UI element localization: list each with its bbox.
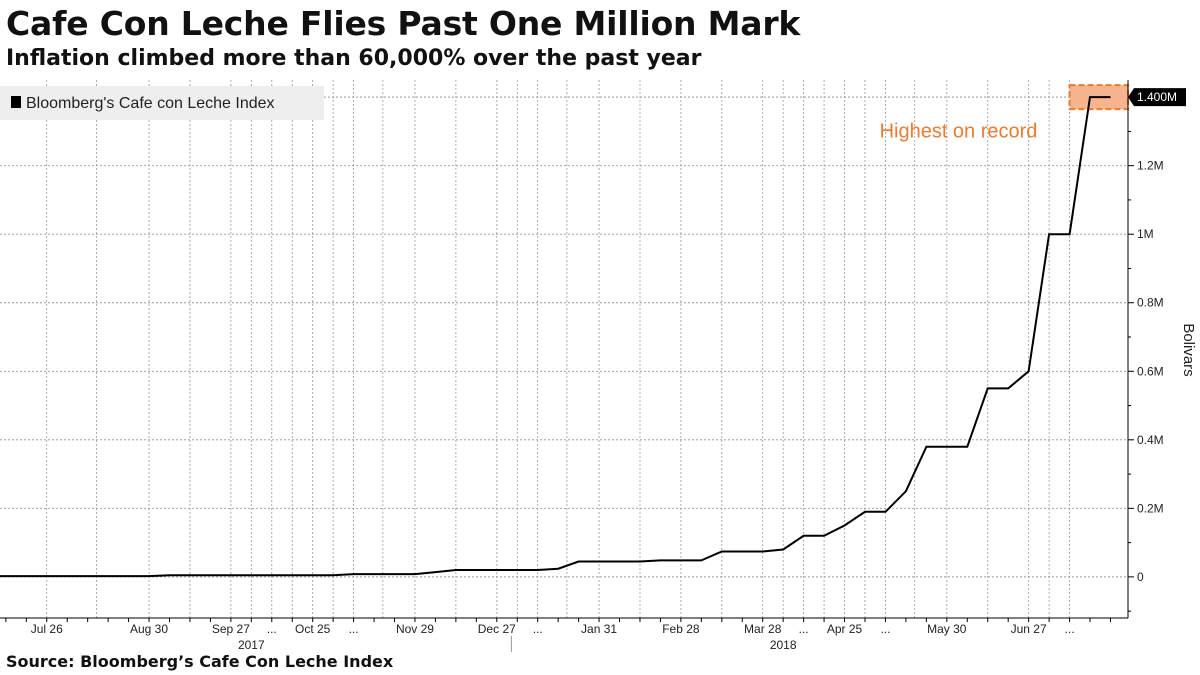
x-tick-label: Aug 30 <box>130 622 168 636</box>
x-tick-label: ... <box>1065 622 1075 636</box>
last-value-tag <box>1128 88 1186 107</box>
x-tick-label: ... <box>267 622 277 636</box>
legend-swatch <box>11 96 21 108</box>
x-tick-label: Jan 31 <box>581 622 617 636</box>
y-tick-label: 0.8M <box>1137 296 1164 310</box>
x-tick-label: Sep 27 <box>212 622 250 636</box>
annotation-highest-on-record: Highest on record <box>880 120 1038 142</box>
chart-title: Cafe Con Leche Flies Past One Million Ma… <box>6 4 801 43</box>
labels: 0 0.2M 0.4M 0.6M 0.8M 1M 1.2M 1.400M Jul 26 Aug 3… <box>31 88 1186 652</box>
series <box>0 96 1111 578</box>
x-tick-label: ... <box>533 622 543 636</box>
x-tick-label: Oct 25 <box>295 622 331 636</box>
y-tick-label: 1M <box>1137 227 1154 241</box>
x-year-label: 2018 <box>770 638 797 652</box>
legend-label: Bloomberg's Cafe con Leche Index <box>26 95 275 112</box>
x-tick-label: May 30 <box>927 622 967 636</box>
legend: Bloomberg's Cafe con Leche Index <box>0 86 324 120</box>
chart-subtitle: Inflation climbed more than 60,000% over… <box>6 46 702 71</box>
x-tick-label: Apr 25 <box>827 622 863 636</box>
y-axis-label: Bolivars <box>1180 323 1197 376</box>
y-tick-label: 0.2M <box>1137 501 1164 515</box>
x-tick-label: ... <box>799 622 809 636</box>
x-tick-label: Mar 28 <box>744 622 782 636</box>
source-note: Source: Bloomberg’s Cafe Con Leche Index <box>6 652 394 671</box>
x-year-label: 2017 <box>238 638 265 652</box>
grid <box>0 80 1128 618</box>
y-tick-label: 0 <box>1137 570 1144 584</box>
x-tick-label: ... <box>349 622 359 636</box>
x-tick-label: Nov 29 <box>396 622 434 636</box>
y-tick-label: 1.2M <box>1137 159 1164 173</box>
x-tick-label: Dec 27 <box>478 622 516 636</box>
y-tick-label: 0.6M <box>1137 364 1164 378</box>
axes <box>0 80 1134 652</box>
x-tick-label: Jul 26 <box>31 622 63 636</box>
y-tick-label: 0.4M <box>1137 433 1164 447</box>
x-tick-label: Feb 28 <box>662 622 700 636</box>
legend-background <box>0 86 324 120</box>
x-tick-label: ... <box>880 622 890 636</box>
last-value-label: 1.400M <box>1137 90 1177 104</box>
series-line-cafe-con-leche <box>0 96 1111 578</box>
x-tick-label: Jun 27 <box>1011 622 1047 636</box>
